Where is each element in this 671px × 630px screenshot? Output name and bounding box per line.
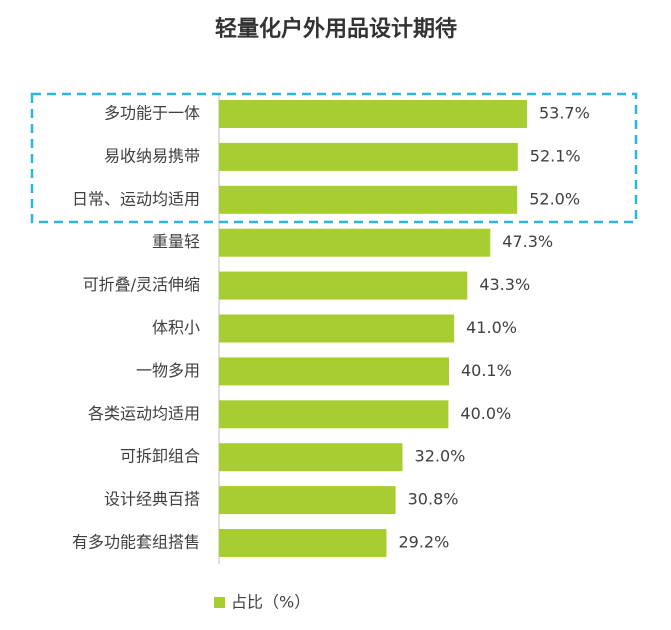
bar bbox=[219, 529, 387, 557]
category-label: 可拆卸组合 bbox=[120, 447, 200, 466]
category-label: 各类运动均适用 bbox=[88, 404, 200, 423]
bar bbox=[219, 185, 518, 214]
value-label: 53.7% bbox=[539, 104, 590, 123]
category-label: 多功能于一体 bbox=[104, 104, 200, 123]
value-label: 52.1% bbox=[530, 146, 581, 165]
bar bbox=[219, 486, 396, 515]
bar bbox=[219, 228, 491, 257]
category-label: 可折叠/灵活伸缩 bbox=[83, 275, 200, 294]
legend-swatch bbox=[214, 597, 225, 608]
value-label: 52.0% bbox=[529, 189, 580, 208]
category-label: 易收纳易携带 bbox=[104, 146, 200, 165]
value-label: 43.3% bbox=[479, 275, 530, 294]
legend-label: 占比（%） bbox=[231, 593, 310, 612]
bar bbox=[219, 443, 403, 472]
highlight-box bbox=[30, 92, 638, 224]
bar bbox=[219, 100, 527, 128]
value-label: 40.0% bbox=[460, 404, 511, 423]
category-label: 设计经典百搭 bbox=[104, 490, 200, 509]
category-label: 日常、运动均适用 bbox=[72, 189, 200, 208]
category-label: 重量轻 bbox=[152, 232, 200, 251]
chart-title: 轻量化户外用品设计期待 bbox=[215, 16, 457, 42]
value-label: 32.0% bbox=[415, 447, 466, 466]
bar bbox=[219, 357, 449, 386]
category-label: 有多功能套组搭售 bbox=[72, 533, 200, 552]
bar bbox=[219, 142, 518, 171]
value-label: 30.8% bbox=[408, 490, 459, 509]
category-label: 体积小 bbox=[152, 318, 200, 337]
category-label: 一物多用 bbox=[136, 361, 200, 380]
value-label: 47.3% bbox=[502, 232, 553, 251]
value-label: 40.1% bbox=[461, 361, 512, 380]
bar bbox=[219, 271, 468, 300]
bar bbox=[219, 400, 449, 429]
value-label: 41.0% bbox=[466, 318, 517, 337]
value-label: 29.2% bbox=[398, 533, 449, 552]
bar bbox=[219, 314, 455, 343]
